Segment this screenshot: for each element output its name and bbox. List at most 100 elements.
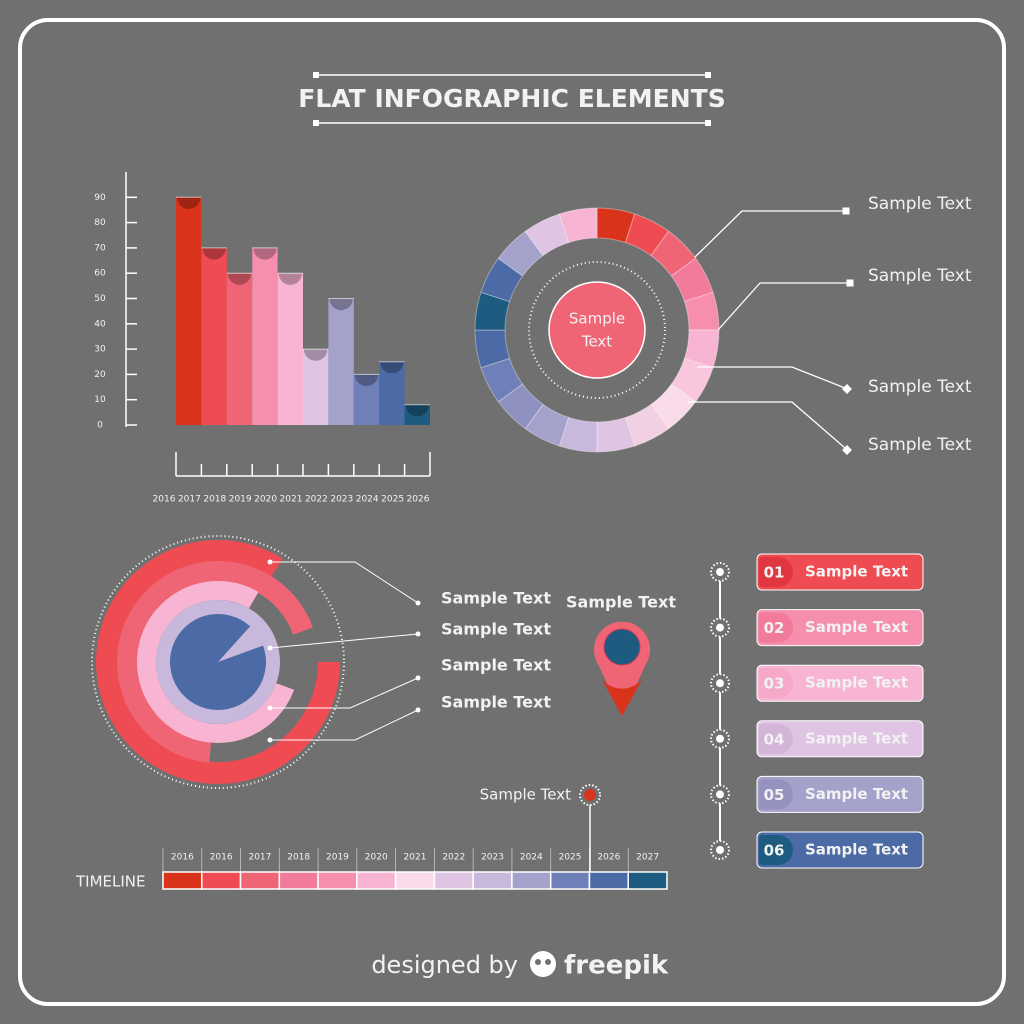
bar — [201, 247, 227, 425]
step-dot-center — [716, 568, 724, 576]
step-text: Sample Text — [805, 729, 908, 747]
timeline-year: 2021 — [404, 853, 427, 863]
y-tick-label: 0 — [97, 421, 103, 431]
timeline-segment — [162, 871, 203, 890]
bar — [226, 273, 253, 425]
timeline-segment — [201, 871, 242, 890]
step-dot-center — [716, 790, 724, 799]
step-dot-center — [716, 846, 724, 854]
step-dot — [710, 728, 730, 749]
rule-end — [313, 120, 319, 126]
timeline-year: 2017 — [248, 853, 271, 863]
timeline-segment — [549, 871, 591, 890]
bar-cap — [202, 247, 226, 260]
leader-end — [415, 600, 421, 606]
leader-end — [415, 675, 421, 681]
x-tick-label: 2024 — [356, 495, 379, 505]
ring-segment — [670, 357, 714, 403]
step-dot-center — [716, 623, 724, 632]
rule-end — [705, 120, 711, 126]
step-text: Sample Text — [805, 785, 908, 803]
ring-segment — [624, 213, 670, 257]
bar-cap-shade — [227, 273, 252, 285]
step-text: Sample Text — [805, 674, 908, 692]
x-tick-label: 2026 — [407, 495, 430, 505]
timeline-segment — [278, 871, 319, 890]
y-tick-label: 70 — [94, 243, 106, 253]
bar — [303, 349, 329, 425]
y-tick-label: 30 — [94, 345, 106, 355]
timeline-year: 2020 — [365, 853, 388, 863]
bar-cap — [304, 349, 328, 361]
bar-cap-shade — [253, 247, 277, 260]
step-box — [756, 831, 924, 869]
bar-cap-shade — [354, 374, 379, 387]
step-box — [756, 553, 924, 591]
leader-end — [846, 279, 854, 287]
x-tick-label: 2023 — [330, 495, 353, 505]
bar — [176, 197, 202, 425]
bar-cap — [405, 404, 429, 417]
x-tick-label: 2016 — [153, 495, 176, 505]
y-tick-label: 10 — [94, 395, 106, 405]
bar-cap — [380, 361, 404, 374]
ring-label: Sample Text — [868, 377, 972, 397]
footer-logo-eye — [535, 959, 541, 965]
frame — [18, 18, 1006, 1006]
bar-cap-shade — [177, 197, 201, 209]
ring-center-text: Sample — [569, 310, 625, 328]
footer-logo — [530, 951, 556, 977]
ring-dots — [528, 261, 666, 399]
leader-start — [267, 559, 273, 565]
leader-start — [267, 737, 273, 743]
timeline-year: 2024 — [520, 853, 543, 863]
leader-line — [270, 709, 419, 741]
step-tab — [758, 612, 793, 643]
step-tab — [758, 723, 793, 754]
footer-prefix: designed by — [371, 951, 518, 979]
ring-segment — [558, 207, 598, 244]
step-text: Sample Text — [805, 618, 908, 636]
ring-label: Sample Text — [868, 194, 972, 214]
bar-cap — [278, 273, 302, 285]
bar — [328, 298, 354, 425]
ring-center — [548, 281, 646, 379]
step-dot — [710, 673, 730, 694]
step-dot — [710, 840, 730, 860]
bar-cap-shade — [405, 404, 429, 417]
step-box — [756, 720, 924, 758]
x-tick-label: 2019 — [229, 495, 252, 505]
timeline-year: 2022 — [442, 853, 465, 863]
leader-line — [270, 561, 419, 604]
pin-tip — [601, 678, 643, 716]
ring-center-text: Text — [581, 333, 612, 351]
step-number: 03 — [764, 675, 785, 693]
bar-cap — [329, 298, 353, 311]
timeline-year: 2018 — [287, 853, 310, 863]
timeline-segment — [356, 871, 397, 890]
y-tick-label: 60 — [94, 269, 106, 279]
rule-end — [705, 72, 711, 78]
step-number: 06 — [764, 842, 785, 860]
step-number: 02 — [764, 619, 785, 637]
step-tab — [758, 779, 793, 810]
step-tab — [758, 835, 793, 865]
bar-cap-shade — [278, 273, 302, 285]
concentric-dots — [91, 535, 345, 789]
bar-cap — [354, 374, 379, 387]
concentric-core — [170, 614, 267, 711]
concentric-label: Sample Text — [441, 589, 551, 608]
timeline-year: 2016 — [171, 853, 194, 863]
step-number: 05 — [764, 786, 785, 804]
step-box — [756, 609, 924, 647]
step-tab — [758, 668, 793, 699]
step-dot-center — [716, 679, 724, 688]
timeline-year: 2019 — [326, 853, 349, 863]
leader-line — [697, 366, 846, 389]
ring-segment — [624, 403, 670, 447]
pin-hole — [603, 628, 641, 666]
rule-end — [313, 72, 319, 78]
leader-line — [717, 282, 847, 331]
timeline-segment — [394, 871, 436, 890]
leader-start — [267, 705, 273, 711]
